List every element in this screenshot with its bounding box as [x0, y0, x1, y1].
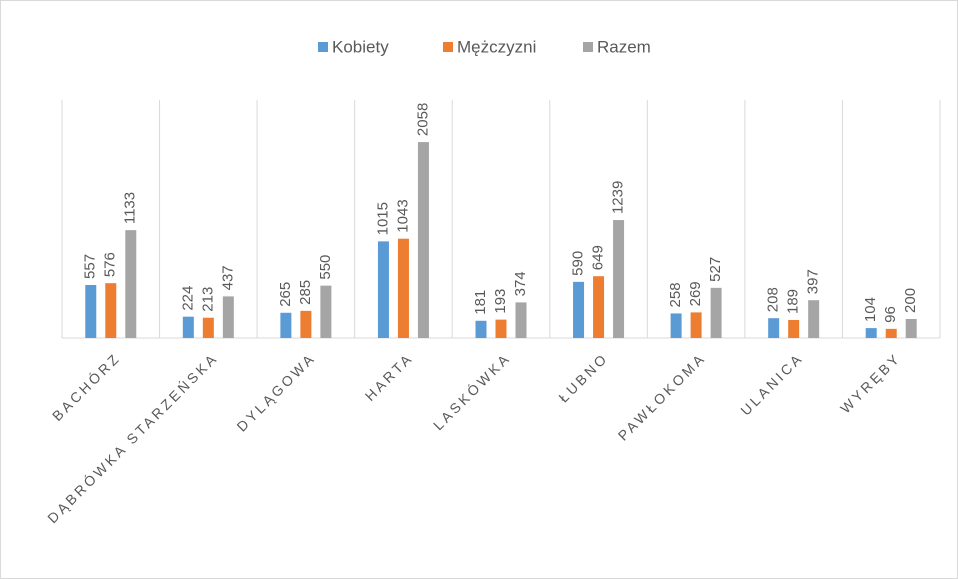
bar — [670, 313, 682, 338]
data-label: 1133 — [122, 192, 139, 224]
legend-label: Kobiety — [332, 37, 389, 56]
bar — [105, 283, 117, 338]
bar — [690, 312, 702, 338]
bar — [182, 316, 194, 338]
legend-label: Razem — [597, 37, 651, 56]
data-label: 181 — [472, 290, 489, 315]
bar — [515, 302, 527, 338]
legend-swatch — [443, 42, 453, 52]
legend-swatch — [318, 42, 328, 52]
bar — [300, 310, 312, 338]
data-label: 557 — [82, 254, 99, 279]
data-label: 527 — [707, 257, 724, 282]
data-label: 1043 — [394, 199, 411, 232]
data-label: 649 — [590, 245, 607, 270]
legend-swatch — [583, 42, 593, 52]
data-label: 550 — [317, 255, 334, 280]
data-label: 590 — [570, 251, 587, 276]
bar — [905, 318, 917, 338]
bar — [202, 317, 214, 338]
bar — [613, 220, 625, 338]
bar — [320, 285, 332, 338]
data-label: 258 — [667, 282, 684, 307]
bar — [710, 287, 722, 338]
data-label: 96 — [882, 306, 899, 323]
bar — [593, 276, 605, 338]
data-label: 269 — [687, 281, 704, 306]
bar — [377, 241, 389, 338]
bar — [125, 230, 137, 338]
data-label: 224 — [179, 286, 196, 311]
data-label: 208 — [765, 287, 782, 312]
data-label: 193 — [492, 289, 509, 314]
data-label: 374 — [512, 271, 529, 296]
data-label: 189 — [785, 289, 802, 314]
legend-label: Mężczyzni — [457, 37, 536, 56]
bar — [885, 328, 897, 338]
bar — [280, 312, 292, 338]
data-label: 285 — [297, 280, 314, 305]
bar — [788, 320, 800, 338]
bar — [768, 318, 780, 338]
bar — [573, 281, 585, 338]
bar — [397, 238, 409, 338]
data-label: 437 — [219, 265, 236, 290]
data-label: 576 — [102, 252, 119, 277]
bar — [417, 142, 429, 338]
bar — [475, 320, 487, 338]
bar — [222, 296, 234, 338]
bar — [808, 300, 820, 338]
bar — [85, 284, 97, 338]
bar — [865, 328, 877, 338]
data-label: 213 — [199, 287, 216, 312]
data-label: 1015 — [374, 202, 391, 235]
data-label: 200 — [902, 288, 919, 313]
data-label: 265 — [277, 282, 294, 307]
data-label: 2058 — [414, 103, 431, 136]
data-label: 397 — [805, 269, 822, 294]
bar — [495, 319, 507, 338]
data-label: 104 — [862, 297, 879, 322]
data-label: 1239 — [610, 181, 627, 214]
